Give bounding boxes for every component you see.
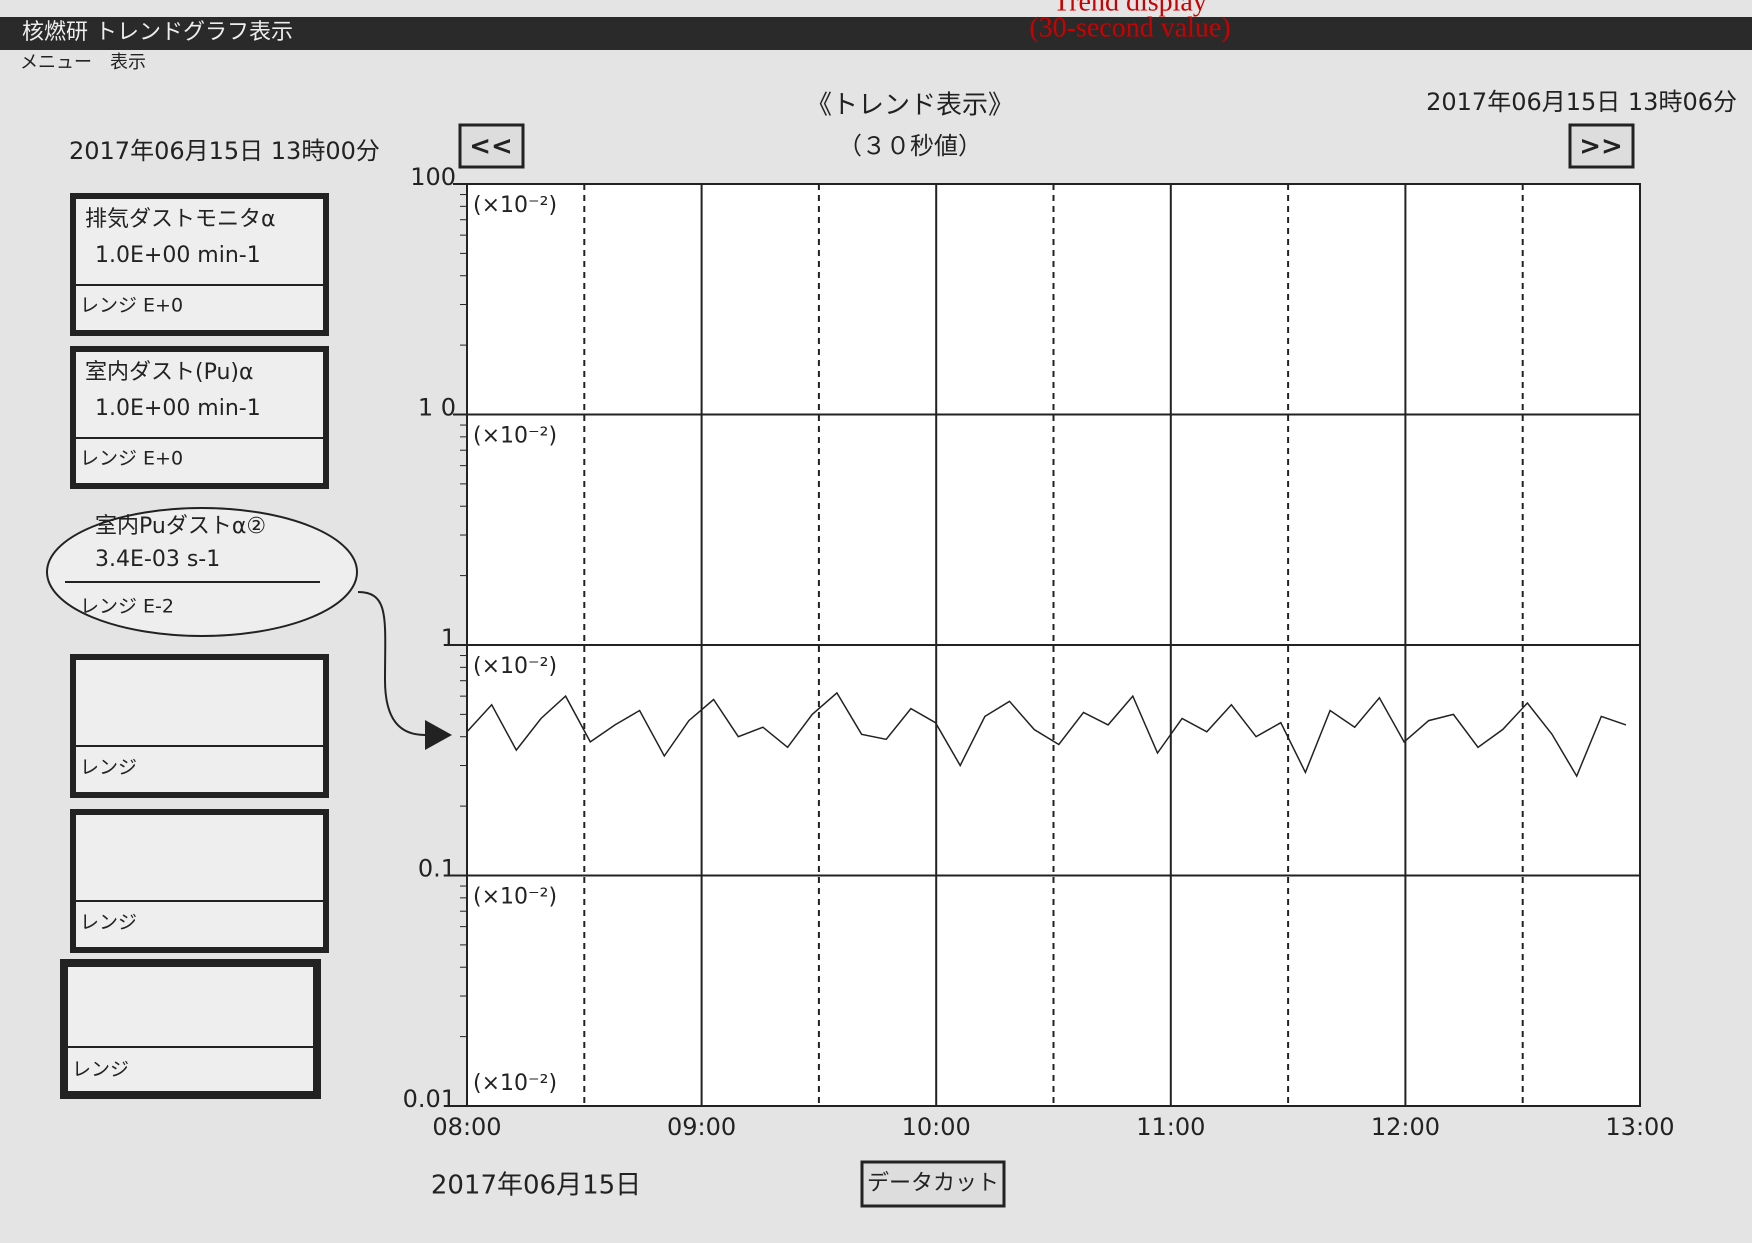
- channel-reading: 1.0E+00 min-1: [95, 396, 261, 421]
- y-tick-label: 1: [441, 624, 456, 652]
- channel-name: 室内Puダストα②: [95, 514, 266, 539]
- channel-range: レンジ: [80, 912, 137, 934]
- x-tick-label: 08:00: [432, 1113, 501, 1141]
- footer-button[interactable]: データカット: [860, 1160, 1006, 1208]
- band-label: (×10⁻²): [473, 654, 557, 679]
- annotation: Trend display: [1053, 0, 1207, 17]
- menu-item[interactable]: メニュー: [20, 52, 92, 73]
- arrow-head: [425, 720, 452, 750]
- x-tick-label: 12:00: [1371, 1113, 1440, 1141]
- channel-box[interactable]: レンジ: [60, 959, 321, 1099]
- button-label[interactable]: >>: [1579, 132, 1623, 162]
- band-label: (×10⁻²): [473, 193, 557, 218]
- highlight-ellipse: [46, 507, 358, 637]
- start-time: 2017年06月15日 13時00分: [69, 137, 380, 165]
- channel-box[interactable]: レンジ: [70, 654, 329, 798]
- button-frame[interactable]: [458, 123, 525, 169]
- end-time: 2017年06月15日 13時06分: [1426, 88, 1737, 116]
- channel-box[interactable]: 排気ダストモニタα 1.0E+00 min-1 レンジ E+0: [70, 193, 329, 336]
- button-label[interactable]: データカット: [867, 1171, 999, 1196]
- box-frame[interactable]: [70, 193, 329, 336]
- button-frame[interactable]: [860, 1160, 1006, 1208]
- x-tick-label: 09:00: [667, 1113, 736, 1141]
- channel-range: レンジ: [80, 757, 137, 779]
- channel-name: 排気ダストモニタα: [85, 207, 276, 232]
- channel-range: レンジ E+0: [80, 295, 183, 317]
- callout-arrow: [357, 591, 426, 736]
- channel-box[interactable]: 室内Puダストα② 3.4E-03 s-1 レンジ E-2: [46, 507, 358, 637]
- button-label[interactable]: <<: [469, 132, 513, 162]
- title-bar: [0, 17, 1752, 50]
- channel-box[interactable]: 室内ダスト(Pu)α 1.0E+00 min-1 レンジ E+0: [70, 346, 329, 489]
- x-tick-label: 10:00: [902, 1113, 971, 1141]
- y-tick-label: 1 0: [418, 394, 456, 422]
- trend-line: [466, 691, 1627, 778]
- header-subtitle: （３０秒値）: [838, 132, 982, 160]
- y-tick-label: 100: [410, 163, 456, 191]
- y-tick-label: 0.1: [418, 855, 456, 883]
- x-tick-label: 13:00: [1605, 1113, 1674, 1141]
- channel-range: レンジ: [72, 1059, 129, 1081]
- box-frame[interactable]: [70, 809, 329, 953]
- channel-name: 室内ダスト(Pu)α: [85, 360, 254, 385]
- button-frame[interactable]: [1568, 123, 1635, 169]
- y-tick-label: 0.01: [403, 1085, 456, 1113]
- box-frame[interactable]: [70, 654, 329, 798]
- channel-box[interactable]: レンジ: [70, 809, 329, 953]
- x-tick-label: 11:00: [1136, 1113, 1205, 1141]
- menu-item[interactable]: 表示: [110, 52, 146, 73]
- band-label: (×10⁻²): [473, 1071, 557, 1096]
- annotation: (30-second value): [1029, 12, 1230, 43]
- header-title: 《トレンド表示》: [806, 91, 1014, 121]
- band-label: (×10⁻²): [473, 885, 557, 910]
- next-button[interactable]: >>: [1568, 123, 1635, 169]
- channel-range: レンジ E-2: [80, 596, 174, 618]
- channel-range: レンジ E+0: [80, 448, 183, 470]
- box-frame[interactable]: [70, 346, 329, 489]
- box-frame[interactable]: [60, 959, 321, 1099]
- band-label: (×10⁻²): [473, 424, 557, 449]
- channel-reading: 1.0E+00 min-1: [95, 243, 261, 268]
- channel-reading: 3.4E-03 s-1: [95, 547, 220, 572]
- window-title: 核燃研 トレンドグラフ表示: [22, 20, 293, 45]
- prev-button[interactable]: <<: [458, 123, 525, 169]
- footer-date: 2017年06月15日: [431, 1171, 641, 1201]
